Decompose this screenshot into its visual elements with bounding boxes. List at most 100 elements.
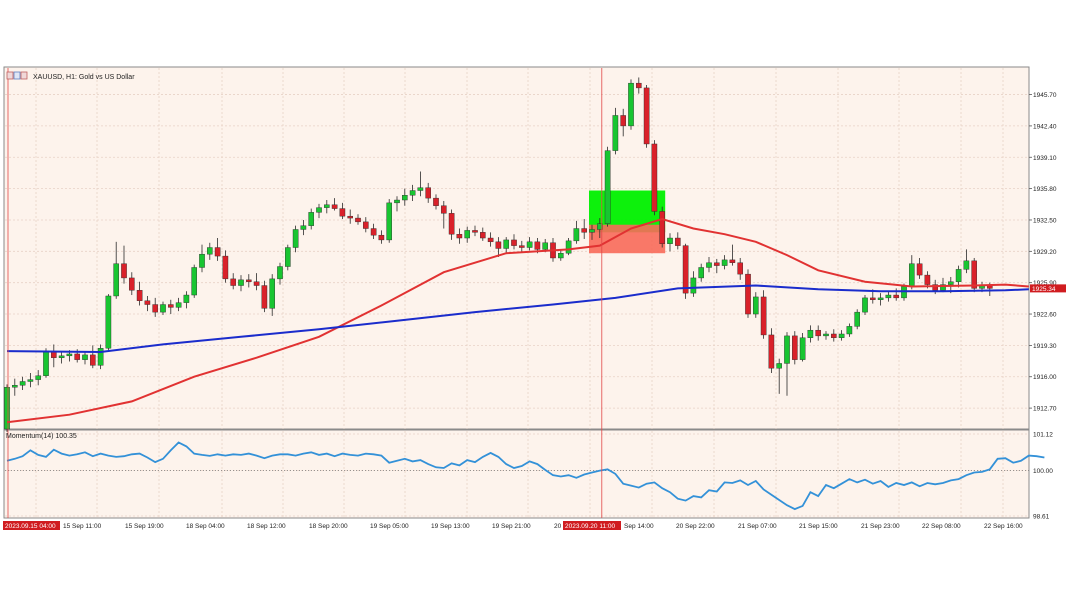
bull-candle bbox=[409, 184, 416, 201]
time-axis: 15 Sep 11:00 15 Sep 19:00 18 Sep 04:00 18 S… bbox=[3, 521, 1023, 530]
bear-candle bbox=[745, 269, 751, 318]
bear-candle bbox=[347, 209, 354, 224]
bull-candle bbox=[113, 241, 119, 299]
candle-body bbox=[714, 262, 720, 266]
bear-candle bbox=[682, 243, 689, 299]
chart-title: XAUUSD, H1: Gold vs US Dollar bbox=[33, 74, 135, 81]
candle-body bbox=[324, 204, 330, 208]
candle-body bbox=[682, 245, 689, 294]
bull-candle bbox=[183, 291, 190, 309]
bull-candle bbox=[11, 378, 18, 396]
time-label: 21 Sep 07:00 bbox=[738, 523, 777, 530]
momentum-series bbox=[6, 441, 1045, 511]
candle-body bbox=[160, 304, 166, 313]
bull-candle bbox=[19, 376, 26, 391]
bull-candle bbox=[238, 275, 244, 292]
candle-body bbox=[573, 228, 580, 242]
bear-candle bbox=[370, 223, 377, 239]
crosshair bbox=[7, 68, 603, 518]
candle-body bbox=[339, 208, 346, 217]
bear-candle bbox=[448, 209, 455, 240]
candle-body bbox=[745, 273, 751, 315]
candle-body bbox=[885, 294, 892, 299]
candle-body bbox=[355, 217, 361, 223]
candle-body bbox=[144, 300, 151, 305]
bull-candle bbox=[721, 255, 728, 270]
bear-candle bbox=[339, 202, 346, 220]
candle-body bbox=[519, 245, 525, 248]
bear-candle bbox=[643, 85, 650, 148]
bull-candle bbox=[35, 370, 41, 386]
candle-body bbox=[136, 290, 143, 301]
candle-body bbox=[909, 263, 915, 287]
candle-body bbox=[870, 297, 876, 300]
time-label: 20 bbox=[554, 523, 562, 530]
bull-candle bbox=[698, 263, 704, 282]
bull-candle bbox=[58, 352, 65, 364]
candle-body bbox=[690, 277, 697, 294]
candle-body bbox=[464, 230, 471, 239]
candle-body bbox=[363, 221, 369, 229]
time-highlight-mid-label: 2023.09.20 11:00 bbox=[565, 523, 616, 530]
candle-body bbox=[448, 213, 455, 235]
bear-candle bbox=[214, 238, 221, 261]
bear-candle bbox=[253, 273, 260, 291]
moving-averages bbox=[6, 217, 1029, 424]
bull-candle bbox=[175, 297, 182, 312]
bull-candle bbox=[558, 249, 564, 261]
candle-body bbox=[846, 326, 853, 335]
bear-candle bbox=[433, 194, 439, 210]
candle-body bbox=[245, 279, 252, 282]
candle-body bbox=[581, 228, 587, 233]
price-panel[interactable] bbox=[3, 66, 1030, 430]
bear-candle bbox=[760, 290, 767, 339]
candle-body bbox=[183, 294, 190, 303]
candle-body bbox=[823, 333, 829, 337]
candle-body bbox=[955, 269, 962, 282]
bull-candle bbox=[862, 295, 868, 315]
bear-candle bbox=[729, 244, 736, 266]
price-label: 1945.70 bbox=[1033, 92, 1057, 99]
candle-body bbox=[495, 241, 502, 249]
candle-body bbox=[916, 263, 923, 276]
candle-body bbox=[175, 302, 182, 308]
bear-candle bbox=[487, 232, 494, 247]
chart-window-icon[interactable] bbox=[6, 71, 28, 80]
time-label: 21 Sep 23:00 bbox=[861, 523, 900, 530]
candle-body bbox=[58, 355, 65, 358]
candle-body bbox=[82, 354, 88, 360]
bull-candle bbox=[300, 219, 307, 236]
candle-body bbox=[597, 223, 603, 230]
bear-candle bbox=[737, 257, 743, 280]
time-label: 22 Sep 08:00 bbox=[922, 523, 961, 530]
bull-candle bbox=[27, 372, 34, 388]
candle-body bbox=[628, 82, 634, 127]
candle-body bbox=[425, 187, 432, 199]
candle-body bbox=[893, 294, 899, 299]
time-label: 22 Sep 16:00 bbox=[984, 523, 1023, 530]
momentum-panel[interactable] bbox=[3, 429, 1030, 519]
candle-body bbox=[807, 329, 814, 338]
candle-body bbox=[963, 260, 970, 270]
bear-candle bbox=[89, 345, 96, 369]
bull-candle bbox=[206, 242, 213, 260]
bull-candle bbox=[324, 200, 330, 214]
bear-candle bbox=[480, 227, 486, 241]
bear-candle bbox=[363, 217, 369, 233]
bear-candle bbox=[245, 274, 252, 288]
bull-candle bbox=[82, 351, 88, 365]
candles bbox=[4, 77, 993, 432]
bull-candle bbox=[612, 107, 619, 155]
bear-candle bbox=[651, 140, 658, 216]
bull-candle bbox=[776, 358, 782, 394]
candle-body bbox=[97, 348, 104, 366]
candle-body bbox=[417, 187, 424, 191]
candle-body bbox=[706, 262, 712, 268]
time-label: 19 Sep 13:00 bbox=[431, 523, 470, 530]
candle-body bbox=[27, 379, 34, 382]
bull-candle bbox=[604, 146, 611, 227]
time-label: 21 Sep 15:00 bbox=[799, 523, 838, 530]
bull-candle bbox=[43, 348, 49, 378]
candle-body bbox=[784, 335, 790, 364]
